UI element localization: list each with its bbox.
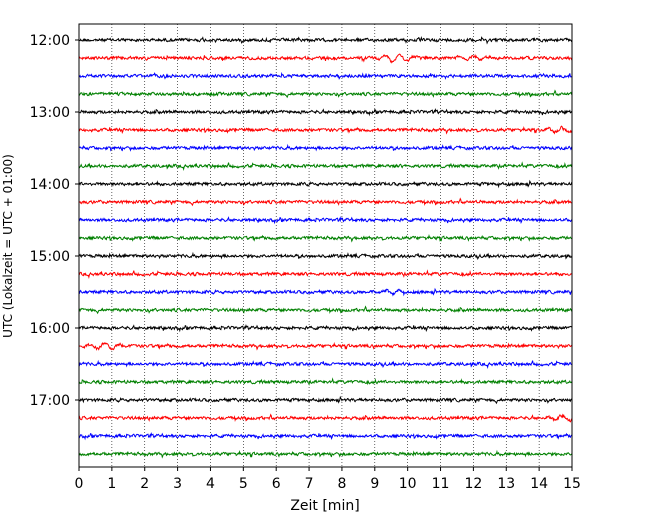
x-tick-label: 10 <box>399 476 417 492</box>
x-tick-label: 12 <box>464 476 482 492</box>
trace-line <box>78 71 573 80</box>
trace-line <box>78 197 573 207</box>
x-tick-label: 5 <box>239 476 248 492</box>
y-tick-label: 16:00 <box>30 321 70 337</box>
trace-line <box>78 377 573 386</box>
trace-line <box>78 449 573 459</box>
y-tick-label: 14:00 <box>30 177 70 193</box>
trace-line <box>78 125 573 135</box>
x-tick-label: 0 <box>75 476 84 492</box>
trace-line <box>78 359 573 370</box>
vertical-grid <box>111 24 540 467</box>
x-tick-label: 4 <box>206 476 215 492</box>
x-tick-label: 11 <box>432 476 450 492</box>
x-tick-label: 6 <box>272 476 281 492</box>
x-tick-label: 14 <box>530 476 548 492</box>
x-axis-ticks: 0 1 2 3 4 5 6 7 8 9 10 11 12 13 14 15 <box>75 467 581 492</box>
trace-line <box>78 431 573 441</box>
plot-frame <box>78 23 573 468</box>
y-tick-label: 17:00 <box>30 393 70 409</box>
y-axis-label: UTC (Lokalzeit = UTC + 01:00) <box>1 154 15 338</box>
trace-line <box>78 287 573 297</box>
trace-line <box>78 413 573 423</box>
x-tick-label: 1 <box>107 476 116 492</box>
x-axis-label: Zeit [min] <box>290 498 359 514</box>
trace-line <box>78 216 573 225</box>
y-tick-label: 13:00 <box>30 105 70 121</box>
trace-line <box>78 341 573 351</box>
x-tick-label: 8 <box>337 476 346 492</box>
x-tick-label: 7 <box>305 476 314 492</box>
trace-line <box>78 35 573 45</box>
x-tick-label: 13 <box>497 476 515 492</box>
trace-line <box>78 89 573 99</box>
x-tick-label: 2 <box>140 476 149 492</box>
trace-line <box>78 53 573 64</box>
trace-line <box>78 233 573 243</box>
y-axis-ticks: 12:00 13:00 14:00 15:00 16:00 17:00 <box>30 33 79 409</box>
trace-line <box>78 251 573 260</box>
trace-line <box>78 108 573 117</box>
y-tick-label: 12:00 <box>30 33 70 49</box>
trace-line <box>78 179 573 189</box>
trace-line <box>78 305 573 315</box>
x-tick-label: 15 <box>563 476 581 492</box>
trace-line <box>78 395 573 405</box>
trace-lines <box>78 35 573 459</box>
trace-line <box>78 269 573 280</box>
y-tick-label: 15:00 <box>30 249 70 265</box>
trace-line <box>78 143 573 152</box>
trace-line <box>78 161 573 172</box>
x-tick-label: 9 <box>370 476 379 492</box>
trace-line <box>78 324 573 333</box>
x-tick-label: 3 <box>173 476 182 492</box>
